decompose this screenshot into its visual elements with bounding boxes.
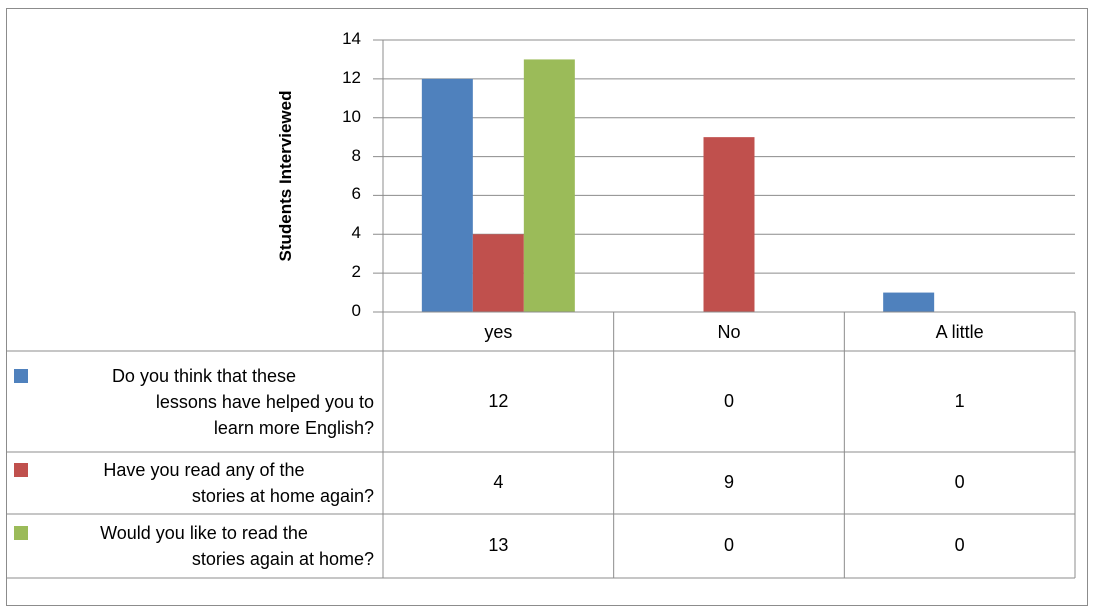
data-table-value: 0 [723,390,734,411]
legend-color-swatch [14,463,28,477]
legend-color-swatch [14,526,28,540]
bar [421,78,473,312]
category-label: A little [935,322,984,342]
y-tick-label: 6 [351,184,361,204]
y-tick-label: 4 [351,223,361,243]
legend-entry-text: Would you like to read the [100,523,308,543]
bar [523,59,575,312]
data-table-value: 0 [954,535,965,555]
data-table-value: 9 [723,472,734,492]
legend-entry-line: stories again at home? [14,546,374,572]
bars [421,59,935,312]
legend-entry-line: Do you think that these [14,363,374,389]
legend-entry-line: stories at home again? [14,483,374,509]
legend-entry-line: Have you read any of the [14,457,374,483]
legend-entry-line: Would you like to read the [14,520,374,546]
bar [472,234,524,312]
y-tick-label: 14 [342,29,361,48]
legend-entry-text: Have you read any of the [103,460,305,480]
bar [883,292,935,312]
legend-entry: Do you think that these lessons have help… [14,363,374,441]
data-table-value: 4 [493,472,504,492]
legend-entry-line: learn more English? [14,415,374,441]
y-tick-label: 2 [351,262,361,282]
data-table-value: 13 [488,535,509,555]
data-table-value: 0 [954,472,965,492]
legend-entry-text: lessons have helped you to [155,391,374,412]
data-table-value: 0 [723,535,734,555]
y-tick-label: 12 [342,67,361,87]
bar [703,137,755,312]
legend-entry-line: lessons have helped you to [14,389,374,415]
legend-entry-text: stories at home again? [191,486,374,506]
data-table-value: 12 [488,390,509,411]
data-table-lines [6,311,1076,579]
data-table-value: 1 [954,390,965,411]
legend-entry-text: learn more English? [213,417,374,438]
legend-entry-text: Do you think that these [111,365,297,386]
legend-entry: Would you like to read the stories again … [14,520,374,572]
legend-entry: Have you read any of the stories at home … [14,457,374,509]
y-tick-label: 0 [351,301,361,320]
category-label: No [717,322,741,342]
legend-entry-text: stories again at home? [191,549,374,569]
category-label: yes [484,322,513,342]
legend-color-swatch [14,368,28,383]
y-tick-label: 8 [351,145,361,165]
y-tick-label: 10 [342,106,361,126]
